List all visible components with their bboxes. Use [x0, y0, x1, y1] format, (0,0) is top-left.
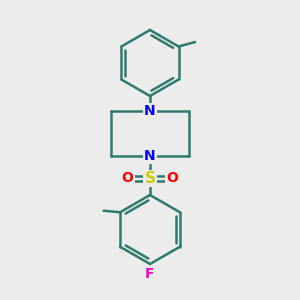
Text: S: S: [145, 171, 155, 186]
Text: N: N: [144, 149, 156, 163]
Text: F: F: [145, 267, 155, 281]
Text: O: O: [167, 172, 178, 185]
Text: O: O: [122, 172, 134, 185]
Text: N: N: [144, 104, 156, 118]
